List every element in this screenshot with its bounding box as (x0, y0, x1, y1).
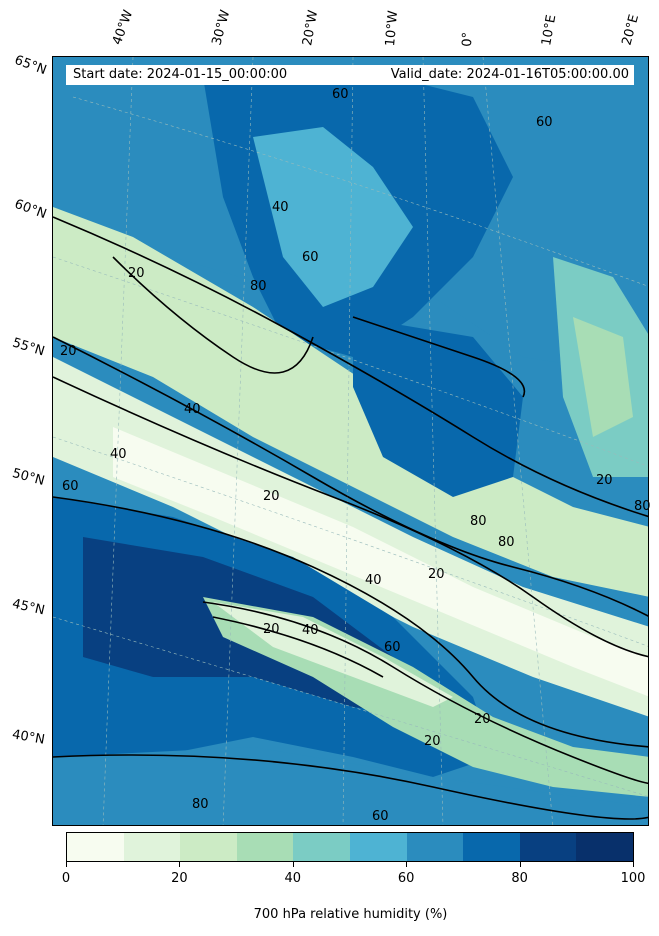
colorbar-segment (180, 833, 237, 861)
colorbar-segment (349, 833, 407, 861)
contour-label-20: 20 (424, 734, 441, 749)
colorbar-tick (292, 862, 294, 867)
northern-mid-region (253, 127, 413, 307)
contour-label-40: 40 (365, 573, 382, 588)
bottom-moist (53, 747, 648, 825)
colorbar-tick (633, 862, 634, 867)
southern-dry-core (213, 602, 453, 707)
graticule (53, 57, 648, 825)
contour-label-20: 20 (474, 712, 491, 727)
contour-lines (53, 216, 648, 820)
contour-label-60: 60 (62, 479, 79, 494)
colorbar-tick-label: 80 (511, 871, 528, 886)
contour-label-40: 40 (272, 200, 289, 215)
colorbar-tick-label: 40 (284, 871, 302, 886)
colorbar-segment (67, 833, 124, 861)
contour-label-20: 20 (596, 473, 613, 488)
colorbar-segment (463, 833, 520, 861)
start-date-text: Start date: 2024-01-15_00:00:00 (73, 67, 288, 82)
colorbar-segment (236, 833, 294, 861)
colorbar-tick (179, 862, 181, 867)
contour-label-80: 80 (634, 499, 651, 514)
contour-label-40: 40 (302, 623, 319, 638)
contour-label-20: 20 (60, 344, 77, 359)
humidity-map (52, 56, 649, 826)
contour-label-40: 40 (184, 402, 201, 417)
colorbar-segment (519, 833, 577, 861)
contour-label-80: 80 (498, 535, 515, 550)
valid-date-text: Valid_date: 2024-01-16T05:00:00.00 (390, 67, 629, 82)
map-field (53, 57, 648, 825)
dry-band-core (113, 427, 648, 697)
europe-moist (353, 317, 523, 497)
contour-label-40: 40 (110, 447, 127, 462)
colorbar-tick-label: 60 (397, 871, 415, 886)
contour-label-60: 60 (372, 809, 389, 824)
contour-label-20: 20 (128, 266, 145, 281)
contour-label-80: 80 (250, 279, 267, 294)
contour-label-60: 60 (302, 250, 319, 265)
colorbar-segment (123, 833, 181, 861)
contour-label-60: 60 (384, 640, 401, 655)
colorbar-tick-label: 20 (171, 871, 188, 886)
dry-band-upper (53, 207, 648, 597)
contour-label-80: 80 (192, 797, 209, 812)
colorbar (66, 832, 634, 862)
colorbar-segment (406, 833, 464, 861)
contour-label-20: 20 (428, 567, 445, 582)
scandinavia-dry (573, 317, 633, 437)
contour-label-80: 80 (470, 514, 487, 529)
colorbar-tick (406, 862, 408, 867)
colorbar-tick-label: 100 (620, 871, 646, 886)
date-banner: Start date: 2024-01-15_00:00:00 Valid_da… (66, 65, 634, 85)
colorbar-label: 700 hPa relative humidity (%) (253, 907, 448, 922)
colorbar-segment (293, 833, 350, 861)
colorbar-tick (519, 862, 521, 867)
contour-label-60: 60 (536, 115, 553, 130)
contour-label-20: 20 (263, 489, 280, 504)
colorbar-tick (66, 862, 67, 867)
colorbar-segment (576, 833, 633, 861)
colorbar-tick-label: 0 (61, 871, 71, 886)
contour-label-20: 20 (263, 622, 280, 637)
contour-label-60: 60 (332, 87, 349, 102)
